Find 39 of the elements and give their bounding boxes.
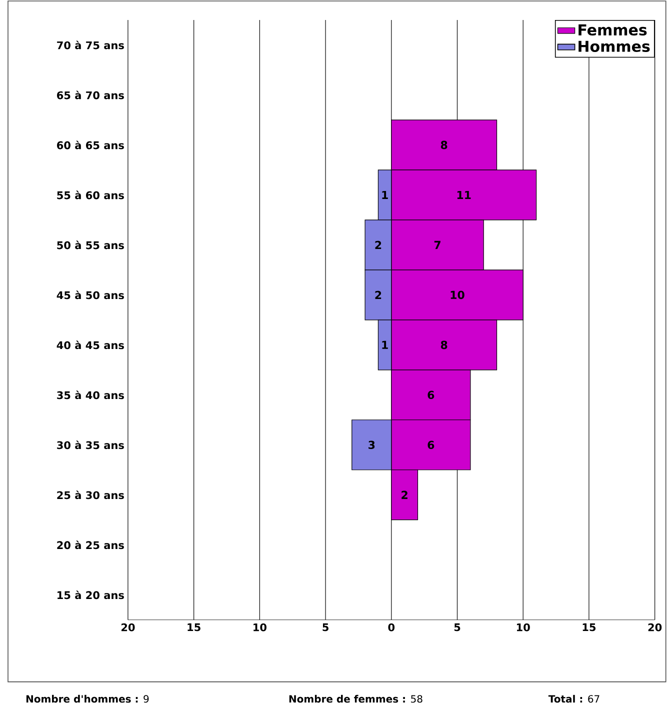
x-tick-label: 15 [188, 623, 200, 632]
y-tick-label: 60 à 65 ans [57, 140, 124, 150]
x-tick-label: 0 [388, 623, 395, 632]
x-tick-label: 5 [322, 623, 329, 632]
data-label: 2 [375, 240, 382, 250]
text: Total : 67 [548, 694, 600, 703]
y-tick-label: 55 à 60 ans [57, 190, 124, 200]
data-label: 1 [382, 340, 388, 349]
data-label: 8 [441, 340, 448, 350]
y-tick-label: 25 à 30 ans [57, 490, 124, 500]
data-label: 8 [441, 140, 448, 150]
data-label: 7 [434, 240, 441, 249]
legend-label: Femmes [578, 24, 647, 36]
legend-label: Hommes [578, 40, 650, 52]
y-tick-label: 20 à 25 ans [57, 540, 124, 550]
text: Nombre d'hommes : 9 [26, 694, 149, 703]
data-label: 3 [368, 440, 375, 450]
data-label: 6 [428, 440, 434, 450]
x-tick-label: 15 [582, 623, 596, 632]
y-tick-label: 35 à 40 ans [57, 390, 124, 400]
data-label: 11 [458, 190, 471, 199]
data-label: 6 [428, 390, 434, 400]
y-tick-label: 40 à 45 ans [56, 340, 124, 350]
y-tick-label: 15 à 20 ans [58, 590, 124, 600]
data-label: 2 [402, 490, 408, 499]
y-tick-label: 70 à 75 ans [57, 40, 124, 50]
data-label: 2 [375, 290, 382, 299]
x-tick-label: 10 [517, 623, 530, 632]
y-tick-label: 45 à 50 ans [56, 290, 124, 300]
data-label: 10 [450, 290, 464, 300]
x-tick-label: 20 [122, 623, 135, 632]
y-tick-label: 30 à 35 ans [57, 440, 124, 450]
x-tick-label: 20 [648, 623, 662, 632]
y-tick-label: 50 à 55 ans [57, 240, 124, 250]
text: Nombre de femmes : 58 [289, 694, 422, 703]
x-tick-label: 5 [454, 623, 460, 632]
x-tick-label: 10 [254, 623, 267, 632]
data-label: 1 [382, 190, 388, 199]
y-tick-label: 65 à 70 ans [57, 90, 124, 100]
